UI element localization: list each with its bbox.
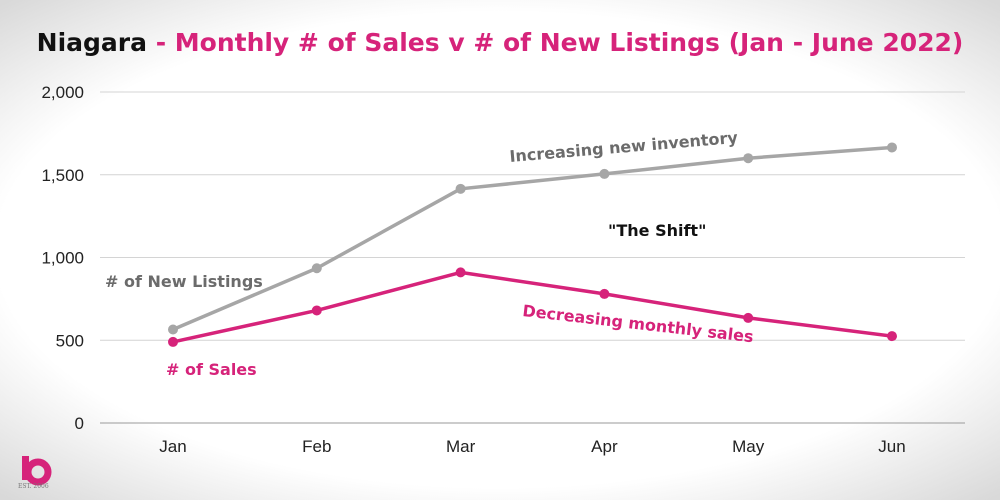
chart-title-region: Niagara <box>36 28 147 57</box>
annotation-listings-label: # of New Listings <box>105 272 263 291</box>
series-layer <box>168 142 897 347</box>
annotation-sales-label: # of Sales <box>166 360 257 379</box>
series-line-new-listings <box>171 145 894 332</box>
chart-title: Niagara - Monthly # of Sales v # of New … <box>0 28 1000 57</box>
data-point-sales <box>168 336 178 347</box>
x-tick-label: Apr <box>591 437 618 456</box>
annotation-increasing: Increasing new inventory <box>509 128 739 166</box>
logo-text: EST. 2006 <box>18 483 49 490</box>
data-point-sales <box>599 288 610 299</box>
y-tick-label: 1,000 <box>41 249 84 268</box>
y-tick-label: 0 <box>75 414 84 433</box>
y-axis-ticks: 0 500 1,000 1,500 2,000 <box>41 83 84 433</box>
data-point-sales <box>311 305 322 316</box>
data-point-new-listings <box>168 324 178 335</box>
annotations-layer: # of New Listings # of Sales Increasing … <box>105 128 755 379</box>
data-point-sales <box>743 312 754 323</box>
y-tick-label: 500 <box>56 331 84 350</box>
data-point-sales <box>455 267 466 278</box>
x-axis-ticks: Jan Feb Mar Apr May Jun <box>159 437 905 456</box>
x-tick-label: May <box>732 437 765 456</box>
y-tick-label: 1,500 <box>41 166 84 185</box>
data-point-new-listings <box>887 142 897 153</box>
series-line-sales <box>171 270 894 344</box>
x-tick-label: Feb <box>302 437 331 456</box>
annotation-the-shift: "The Shift" <box>608 221 706 240</box>
x-tick-label: Mar <box>446 437 476 456</box>
x-tick-label: Jun <box>878 437 905 456</box>
grid-lines <box>100 91 965 424</box>
data-point-new-listings <box>743 153 754 164</box>
chart-title-rest: - Monthly # of Sales v # of New Listings… <box>146 28 964 57</box>
data-point-new-listings <box>455 183 466 194</box>
x-tick-label: Jan <box>159 437 186 456</box>
y-tick-label: 2,000 <box>41 83 84 102</box>
data-point-sales <box>887 331 897 342</box>
brand-logo-icon <box>22 456 52 486</box>
data-point-new-listings <box>599 168 610 179</box>
annotation-decreasing: Decreasing monthly sales <box>522 301 755 346</box>
data-point-new-listings <box>311 263 322 274</box>
